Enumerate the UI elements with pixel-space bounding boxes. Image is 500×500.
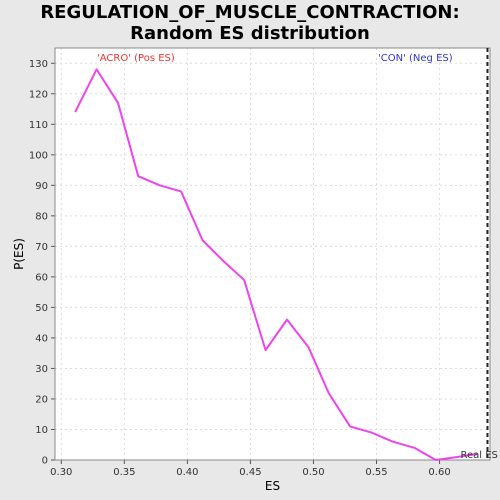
pos-es-label: 'ACRO' (Pos ES) bbox=[97, 53, 175, 64]
y-tick-label: 0 bbox=[42, 456, 48, 467]
x-tick-label: 0.45 bbox=[239, 467, 261, 478]
y-tick-label: 50 bbox=[35, 303, 48, 314]
chart-title: REGULATION_OF_MUSCLE_CONTRACTION: Random… bbox=[40, 2, 460, 44]
x-tick-label: 0.35 bbox=[113, 467, 135, 478]
distribution-line bbox=[74, 68, 478, 461]
y-tick-label: 80 bbox=[35, 211, 48, 222]
x-tick-label: 0.60 bbox=[428, 467, 450, 478]
y-tick-label: 10 bbox=[35, 425, 48, 436]
neg-es-label: 'CON' (Neg ES) bbox=[378, 53, 453, 64]
y-tick-label: 90 bbox=[35, 181, 48, 192]
y-tick-label: 60 bbox=[35, 272, 48, 283]
plot-area bbox=[55, 48, 490, 460]
y-tick-label: 30 bbox=[35, 364, 48, 375]
y-tick-label: 100 bbox=[29, 150, 48, 161]
x-axis-label: ES bbox=[265, 479, 280, 493]
x-tick-label: 0.55 bbox=[365, 467, 387, 478]
x-tick-label: 0.30 bbox=[50, 467, 72, 478]
y-tick-label: 110 bbox=[29, 120, 48, 131]
y-tick-label: 20 bbox=[35, 394, 48, 405]
y-tick-label: 70 bbox=[35, 242, 48, 253]
x-tick-label: 0.50 bbox=[302, 467, 324, 478]
plot-border bbox=[54, 47, 491, 461]
real-es-label: Real ES bbox=[460, 450, 497, 461]
x-tick-label: 0.40 bbox=[176, 467, 198, 478]
y-tick-label: 120 bbox=[29, 89, 48, 100]
y-tick-label: 130 bbox=[29, 59, 48, 70]
y-axis-label: P(ES) bbox=[12, 238, 26, 270]
y-tick-label: 40 bbox=[35, 333, 48, 344]
